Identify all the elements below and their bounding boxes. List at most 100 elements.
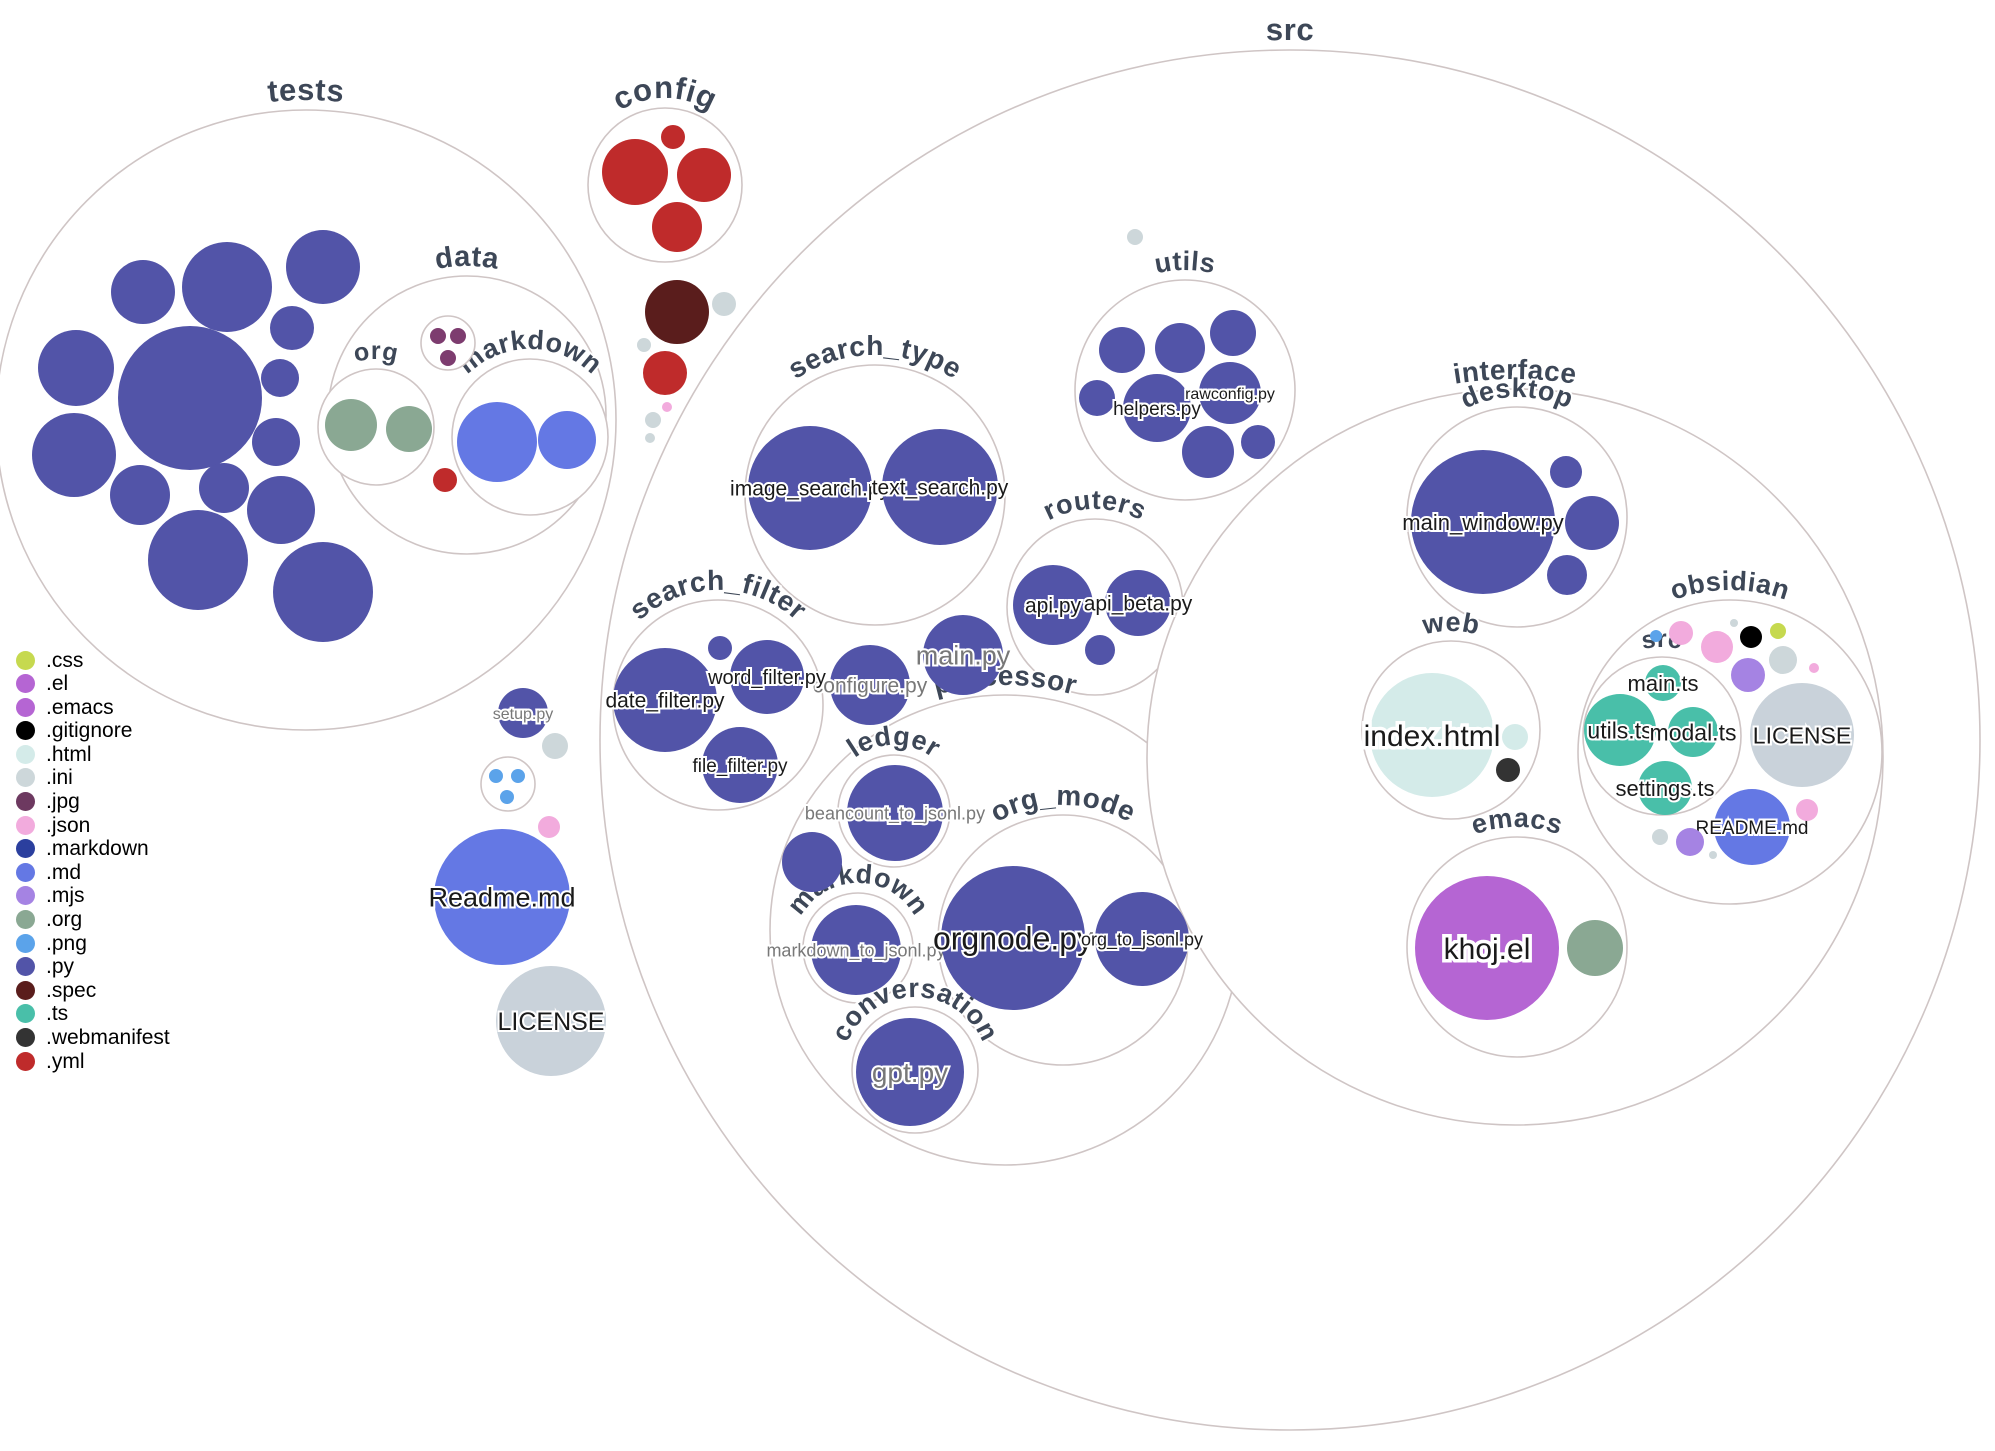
file-circle-root-ini-3[interactable] [645, 412, 661, 428]
file-circle-tests-py-5[interactable] [38, 330, 114, 406]
file-circle-root-json-1[interactable] [662, 402, 672, 412]
file-circle-obsidian-png[interactable] [1650, 630, 1662, 642]
file-circle-config-yml-3[interactable] [677, 148, 731, 202]
file-circle-tests-py-8[interactable] [252, 418, 300, 466]
legend-item-ts: .ts [16, 1003, 170, 1024]
file-circle-config-yml-1[interactable] [602, 139, 668, 205]
file-circle-routers-py[interactable] [1085, 635, 1115, 665]
file-circle-obsidian-json-4[interactable] [1796, 799, 1818, 821]
file-circle-orgnode-py[interactable] [941, 866, 1085, 1010]
file-circle-obsidian-ini-1[interactable] [1730, 619, 1738, 627]
file-circle-search-filter-py[interactable] [708, 636, 732, 660]
file-circle-utils-py-3[interactable] [1210, 310, 1256, 356]
file-circle-utils-py-2[interactable] [1155, 323, 1205, 373]
file-circle-utils-py-4[interactable] [1079, 380, 1115, 416]
file-circle-tests-py-2[interactable] [182, 242, 272, 332]
file-label-index-html: index.html [1364, 720, 1501, 753]
file-circle-data-jpg-1[interactable] [430, 328, 446, 344]
file-circle-configure-py[interactable] [830, 645, 910, 725]
file-circle-root-json-2[interactable] [538, 816, 560, 838]
file-circle-obsidian-css[interactable] [1770, 623, 1786, 639]
file-circle-root-spec[interactable] [645, 280, 709, 344]
file-circle-web-html-2[interactable] [1502, 724, 1528, 750]
file-circle-license-root[interactable] [496, 966, 606, 1076]
file-circle-tests-py-12[interactable] [247, 476, 315, 544]
file-circle-file-filter-py[interactable] [702, 727, 778, 803]
file-circle-tests-py-6[interactable] [118, 326, 262, 470]
file-circle-rawconfig-py[interactable] [1199, 362, 1261, 424]
file-circle-data-jpg-3[interactable] [440, 350, 456, 366]
file-circle-utils-py-6[interactable] [1241, 425, 1275, 459]
file-circle-processor-py[interactable] [782, 832, 842, 892]
file-circle-utils-py-1[interactable] [1099, 327, 1145, 373]
file-circle-khoj-el[interactable] [1415, 876, 1559, 1020]
file-circle-tests-py-11[interactable] [199, 463, 249, 513]
file-circle-root-png-2[interactable] [511, 769, 525, 783]
file-circle-obsidian-gitignore[interactable] [1740, 626, 1762, 648]
file-circle-obsidian-mjs-2[interactable] [1676, 828, 1704, 856]
file-circle-data-org-1[interactable] [325, 399, 377, 451]
file-circle-data-md-2[interactable] [538, 411, 596, 469]
file-circle-utils-ts[interactable] [1584, 694, 1656, 766]
file-circle-obsidian-ini-2[interactable] [1769, 646, 1797, 674]
file-circle-modal-ts[interactable] [1668, 707, 1718, 757]
file-circle-helpers-py[interactable] [1123, 374, 1191, 442]
file-circle-gpt-py[interactable] [856, 1018, 964, 1126]
file-circle-data-md-1[interactable] [457, 402, 537, 482]
file-circle-src-ini[interactable] [1127, 229, 1143, 245]
file-circle-data-jpg-2[interactable] [450, 328, 466, 344]
file-circle-desktop-py-1[interactable] [1550, 456, 1582, 488]
file-circle-data-org-2[interactable] [386, 406, 432, 452]
file-circle-root-png-3[interactable] [500, 790, 514, 804]
file-circle-tests-py-1[interactable] [111, 260, 175, 324]
file-circle-readme-md-obsidian[interactable] [1714, 789, 1790, 865]
file-circle-config-yml-2[interactable] [661, 125, 685, 149]
file-circle-obsidian-json-3[interactable] [1809, 663, 1819, 673]
file-circle-root-ini-1[interactable] [712, 292, 736, 316]
file-circle-root-ini-4[interactable] [645, 433, 655, 443]
file-circle-tests-py-13[interactable] [148, 510, 248, 610]
file-circle-tests-py-4[interactable] [270, 306, 314, 350]
file-circle-setup-py[interactable] [498, 688, 548, 738]
file-label-date-filter-py: date_filter.py [605, 690, 725, 713]
file-circle-main-ts[interactable] [1645, 665, 1681, 701]
file-circle-license-obsidian[interactable] [1750, 683, 1854, 787]
file-circle-desktop-py-2[interactable] [1565, 496, 1619, 550]
file-circle-config-yml-4[interactable] [652, 202, 702, 252]
file-circle-image-search-py[interactable] [748, 426, 872, 550]
file-circle-date-filter-py[interactable] [613, 648, 717, 752]
file-circle-data-yml[interactable] [433, 468, 457, 492]
file-circle-word-filter-py[interactable] [730, 640, 804, 714]
file-circle-text-search-py[interactable] [882, 429, 998, 545]
file-label-rawconfig-py: rawconfig.py [1185, 386, 1275, 403]
file-circle-root-ini-5[interactable] [542, 733, 568, 759]
file-circle-obsidian-ini-3[interactable] [1652, 829, 1668, 845]
file-circle-main-window-py[interactable] [1411, 450, 1555, 594]
file-circle-utils-py-5[interactable] [1182, 426, 1234, 478]
file-circle-main-py[interactable] [923, 615, 1003, 695]
file-circle-obsidian-mjs-1[interactable] [1731, 658, 1765, 692]
file-circle-org-to-jsonl-py[interactable] [1095, 892, 1189, 986]
file-circle-emacs-org[interactable] [1567, 920, 1623, 976]
file-circle-api-beta-py[interactable] [1105, 570, 1171, 636]
file-circle-obsidian-json-2[interactable] [1701, 631, 1733, 663]
file-circle-tests-py-14[interactable] [273, 542, 373, 642]
file-circle-readme-md[interactable] [434, 829, 570, 965]
file-circle-tests-py-7[interactable] [261, 359, 299, 397]
file-circle-root-png-1[interactable] [489, 769, 503, 783]
file-circle-tests-py-9[interactable] [32, 413, 116, 497]
file-circle-web-webmanifest[interactable] [1496, 758, 1520, 782]
file-circle-tests-py-10[interactable] [110, 465, 170, 525]
file-circle-obsidian-json-1[interactable] [1669, 621, 1693, 645]
file-circle-markdown-to-jsonl-py[interactable] [811, 905, 901, 995]
legend-dot-css-icon [16, 650, 35, 670]
file-circle-desktop-py-3[interactable] [1547, 555, 1587, 595]
file-circle-root-yml[interactable] [643, 351, 687, 395]
file-circle-beancount-to-jsonl-py[interactable] [847, 765, 943, 861]
file-circle-api-py[interactable] [1013, 565, 1093, 645]
file-circle-obsidian-ini-4[interactable] [1709, 851, 1717, 859]
file-circle-tests-py-3[interactable] [286, 230, 360, 304]
file-circle-settings-ts[interactable] [1638, 761, 1692, 815]
file-circle-root-ini-2[interactable] [637, 338, 651, 352]
file-circle-index-html[interactable] [1370, 673, 1494, 797]
